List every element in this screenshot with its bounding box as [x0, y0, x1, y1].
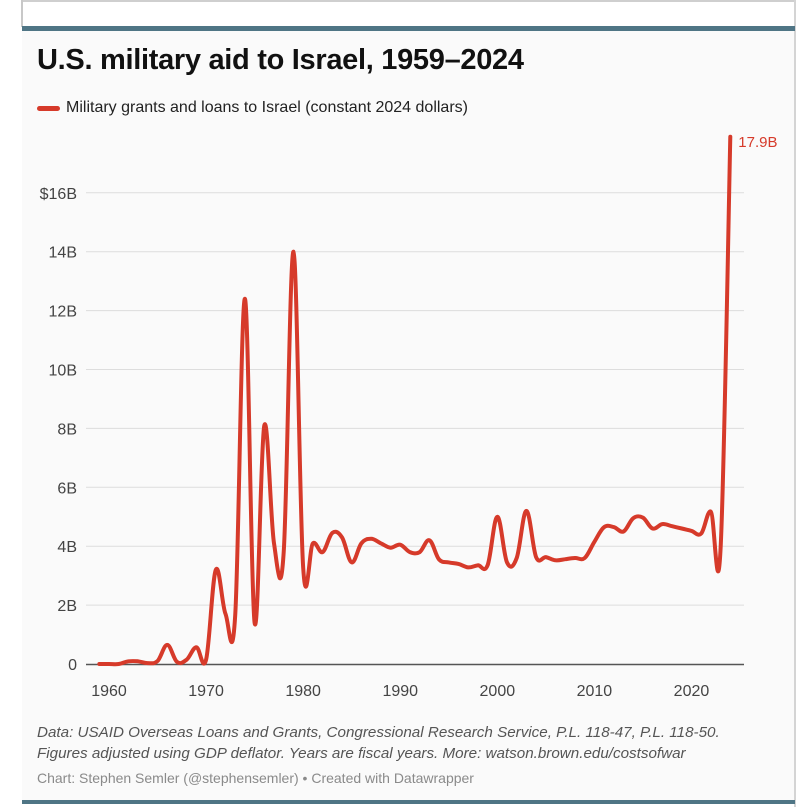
legend-swatch	[37, 105, 60, 111]
x-tick-label: 2020	[674, 683, 710, 700]
y-tick-label: $16B	[40, 186, 77, 203]
legend-label: Military grants and loans to Israel (con…	[66, 99, 468, 116]
y-tick-label: 10B	[49, 363, 77, 380]
x-tick-label: 1970	[188, 683, 224, 700]
y-tick-label: 6B	[57, 480, 77, 497]
y-tick-label: 14B	[49, 245, 77, 262]
y-tick-label: 4B	[57, 539, 77, 556]
value-annotation: 17.9B	[738, 134, 777, 151]
header-accent-bar	[22, 26, 795, 31]
x-axis-ticks: 1960 1970 1980 1990 2000 2010 2020	[91, 683, 709, 700]
series-line-military-aid	[97, 134, 733, 667]
x-tick-label: 1980	[285, 683, 321, 700]
frame-left-border	[21, 0, 23, 27]
frame-right-border	[794, 0, 796, 807]
x-tick-label: 1960	[91, 683, 127, 700]
chart-credit: Chart: Stephen Semler (@stephensemler) •…	[37, 770, 474, 786]
y-tick-label: 12B	[49, 304, 77, 321]
y-axis-ticks: 0 2B 4B 6B 8B 10B 12B 14B $16B	[40, 186, 77, 674]
series-points	[97, 135, 732, 666]
annotations: 17.9B	[738, 134, 777, 151]
y-tick-label: 0	[68, 657, 77, 674]
source-note-line-2: Figures adjusted using GDP deflator. Yea…	[37, 745, 686, 762]
source-note-line-1: Data: USAID Overseas Loans and Grants, C…	[37, 724, 720, 741]
x-tick-label: 1990	[382, 683, 418, 700]
x-tick-label: 2010	[577, 683, 613, 700]
source-notes: Data: USAID Overseas Loans and Grants, C…	[37, 722, 720, 764]
footer-accent-bar	[22, 800, 795, 804]
legend: Military grants and loans to Israel (con…	[37, 99, 468, 117]
chart-title: U.S. military aid to Israel, 1959–2024	[37, 44, 524, 76]
gridlines	[86, 192, 744, 606]
x-tick-label: 2000	[480, 683, 516, 700]
y-tick-label: 8B	[57, 421, 77, 438]
y-tick-label: 2B	[57, 598, 77, 615]
frame-top-border	[22, 0, 796, 2]
chart-panel	[22, 31, 794, 800]
